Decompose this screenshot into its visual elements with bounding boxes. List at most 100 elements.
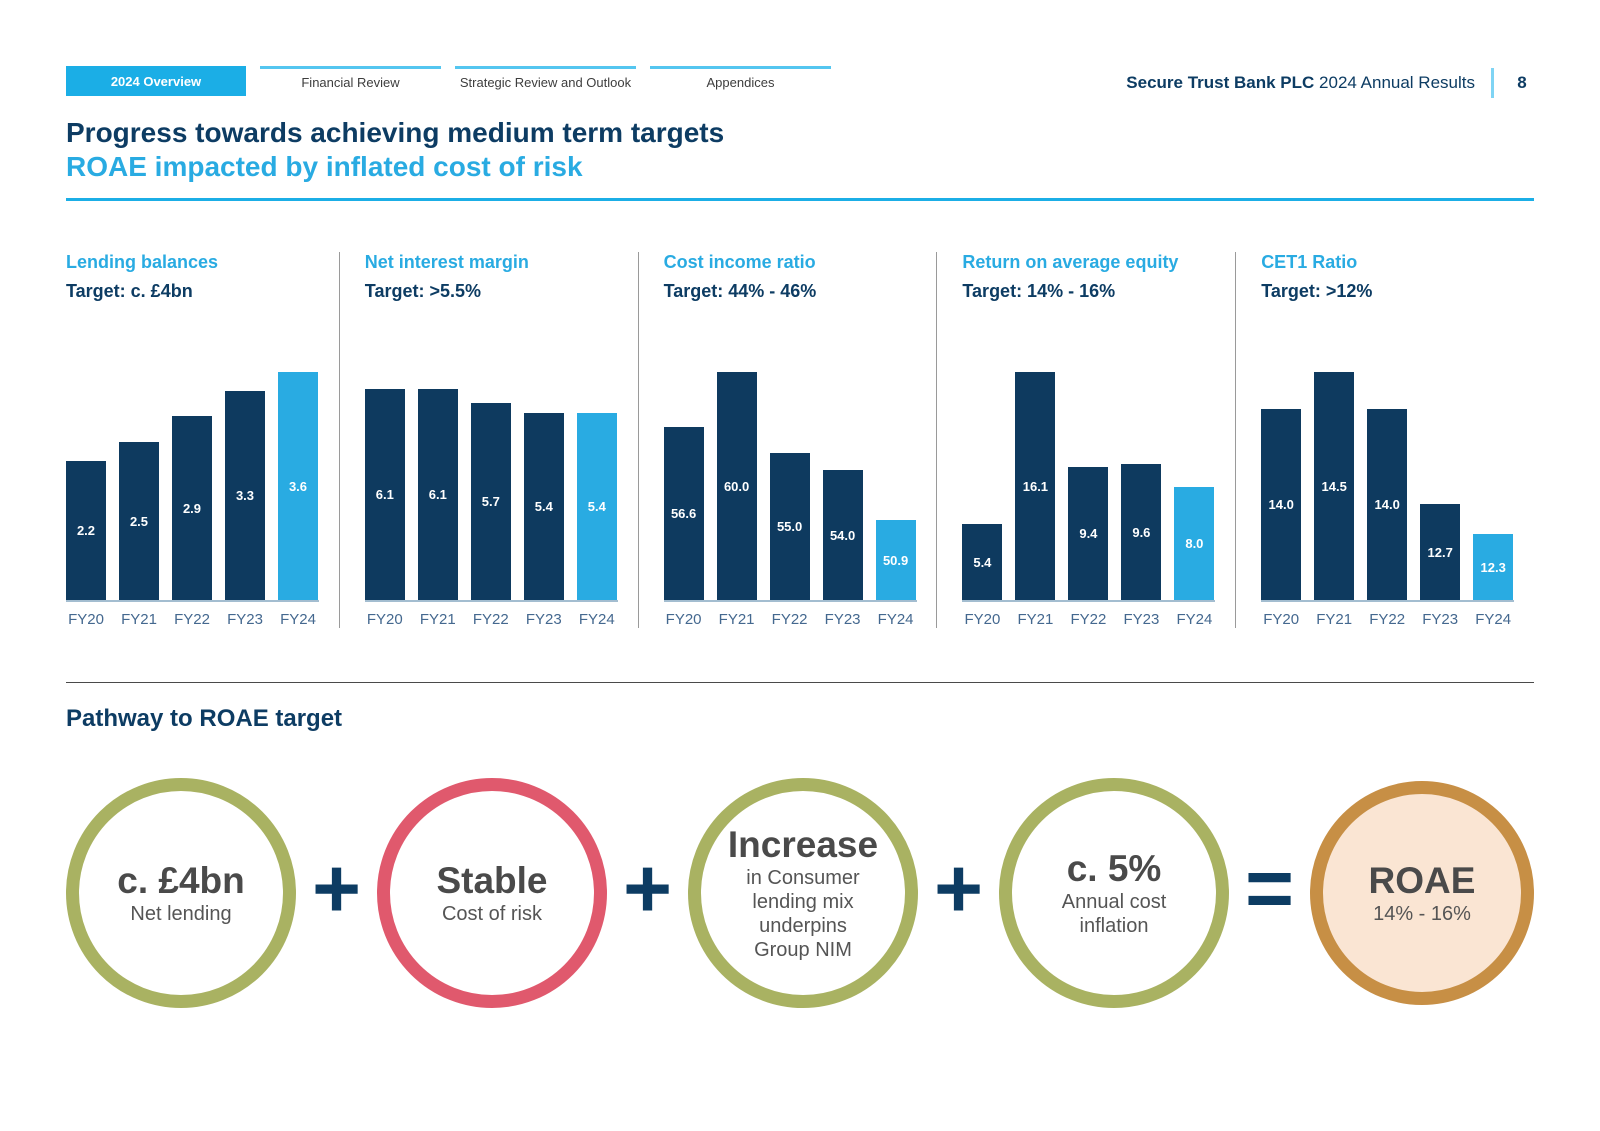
pathway-heading: Pathway to ROAE target [66,705,343,732]
tab-2024-overview[interactable]: 2024 Overview [66,66,246,96]
x-axis-label: FY20 [964,611,1001,628]
circle-subtext: Group NIM [754,939,852,961]
slide-title-block: Progress towards achieving medium term t… [66,116,724,184]
brand-subtitle: 2024 Annual Results [1319,73,1475,92]
chart-cost-income-ratio: Cost income ratio Target: 44% - 46% 56.6 60… [637,252,937,628]
x-axis-label: FY23 [1123,611,1160,628]
circle-title: c. £4bn [117,860,245,901]
x-axis-line [364,600,618,602]
bar-FY21: 14.5 [1314,372,1355,600]
x-axis-label: FY24 [578,611,615,628]
tab-strategic-review-and-outlook[interactable]: Strategic Review and Outlook [455,66,636,96]
bar-FY24: 5.4 [576,413,617,600]
pathway-row: c. £4bn Net lending + Stable Cost of ris… [66,778,1534,1008]
bar-FY22: 14.0 [1367,409,1408,600]
section-divider [66,682,1534,683]
bar-value-label: 2.2 [76,523,96,538]
bar-FY24: 12.3 [1473,534,1514,600]
brand-text: Secure Trust Bank PLC 2024 Annual Result… [1126,73,1475,93]
pathway-circle-cost-of-risk: Stable Cost of risk [377,778,607,1008]
x-axis-label: FY21 [121,611,157,628]
chart-plot: 56.6 60.0 55.0 54.0 50.9 [663,372,916,600]
brand-bar: Secure Trust Bank PLC 2024 Annual Result… [1126,66,1534,100]
bar-value-label: 12.7 [1427,544,1453,560]
x-axis-line [1261,600,1515,602]
bar-value-label: 8.0 [1185,536,1204,551]
chart-title: Net interest margin [364,252,529,272]
bar-value-label: 14.0 [1374,497,1400,512]
circle-subtext: 14% - 16% [1373,903,1471,925]
chart-title: Lending balances [66,252,219,272]
bar-FY20: 14.0 [1261,409,1302,600]
bar-value-label: 9.4 [1079,526,1098,541]
x-axis-labels: FY20 FY21 FY22 FY23 FY24 [962,611,1214,628]
charts-row: Lending balances Target: c. £4bn 2.2 2.5 2.9… [66,252,1534,628]
page-number: 8 [1517,73,1527,92]
bar-value-label: 9.6 [1132,524,1151,540]
bar-FY23: 5.4 [523,413,564,600]
bar-value-label: 16.1 [1022,478,1049,494]
circle-subtext: underpins [759,915,847,937]
x-axis-label: FY22 [771,611,808,628]
circle-title: c. 5% [1066,848,1162,889]
chart-plot: 5.4 16.1 9.4 9.6 8.0 [962,372,1215,600]
bar-value-label: 5.4 [973,554,992,570]
x-axis-label: FY20 [366,611,403,628]
bar-FY21: 2.5 [119,442,159,600]
x-axis-line [663,600,917,602]
bar-FY23: 9.6 [1121,464,1162,600]
bar-value-label: 14.5 [1321,478,1347,494]
bar-value-label: 56.6 [670,506,697,521]
chart-plot: 6.1 6.1 5.7 5.4 5.4 [364,372,617,600]
chart-target: Target: 44% - 46% [663,281,817,301]
x-axis-label: FY20 [1263,611,1300,628]
chart-title: Cost income ratio [663,252,816,272]
bar-value-label: 5.4 [534,499,553,514]
brand-name: Secure Trust Bank PLC [1126,73,1315,92]
bar-FY20: 2.2 [66,461,106,600]
tab-appendices[interactable]: Appendices [650,66,831,96]
circle-title: Increase [727,824,879,865]
x-axis-label: FY22 [1369,611,1406,628]
tab-financial-review[interactable]: Financial Review [260,66,441,96]
bar-value-label: 2.9 [182,500,202,516]
x-axis-line [66,600,319,602]
x-axis-label: FY23 [824,611,861,628]
circle-subtext: in Consumer [746,867,860,889]
x-axis-label: FY21 [419,611,456,628]
chart-target: Target: >12% [1261,281,1373,301]
bar-FY21: 60.0 [716,372,757,600]
x-axis-line [962,600,1216,602]
bar-value-label: 3.6 [288,478,308,494]
bar-FY22: 2.9 [172,416,212,600]
x-axis-label: FY21 [718,611,755,628]
bar-value-label: 50.9 [882,552,909,568]
circle-subtext: Net lending [130,903,232,925]
x-axis-labels: FY20 FY21 FY22 FY23 FY24 [664,611,916,628]
bar-value-label: 14.0 [1268,497,1294,512]
chart-title: Return on average equity [962,252,1179,272]
x-axis-label: FY24 [877,611,914,628]
bar-FY20: 5.4 [962,524,1003,600]
brand-divider [1491,68,1494,98]
bar-value-label: 2.5 [129,513,149,529]
pathway-circle-cost-inflation: c. 5% Annual cost inflation [999,778,1229,1008]
circle-title: ROAE [1368,860,1476,901]
plus-operator: + [622,841,673,935]
x-axis-labels: FY20 FY21 FY22 FY23 FY24 [1261,611,1513,628]
circle-subtext: Annual cost [1061,891,1167,913]
x-axis-label: FY24 [1176,611,1213,628]
circle-title: Stable [436,860,548,901]
bar-FY21: 6.1 [417,389,458,600]
chart-plot: 14.0 14.5 14.0 12.7 12.3 [1261,372,1514,600]
chart-target: Target: >5.5% [364,281,482,301]
chart-return-on-average-equity: Return on average equity Target: 14% - 16… [936,252,1235,628]
circle-subtext: Cost of risk [441,903,543,925]
bar-value-label: 6.1 [428,487,447,502]
x-axis-labels: FY20 FY21 FY22 FY23 FY24 [365,611,617,628]
x-axis-label: FY20 [665,611,702,628]
bar-value-label: 54.0 [829,527,856,543]
x-axis-label: FY24 [280,611,316,628]
bar-FY23: 12.7 [1420,504,1461,600]
plus-operator: + [311,841,362,935]
